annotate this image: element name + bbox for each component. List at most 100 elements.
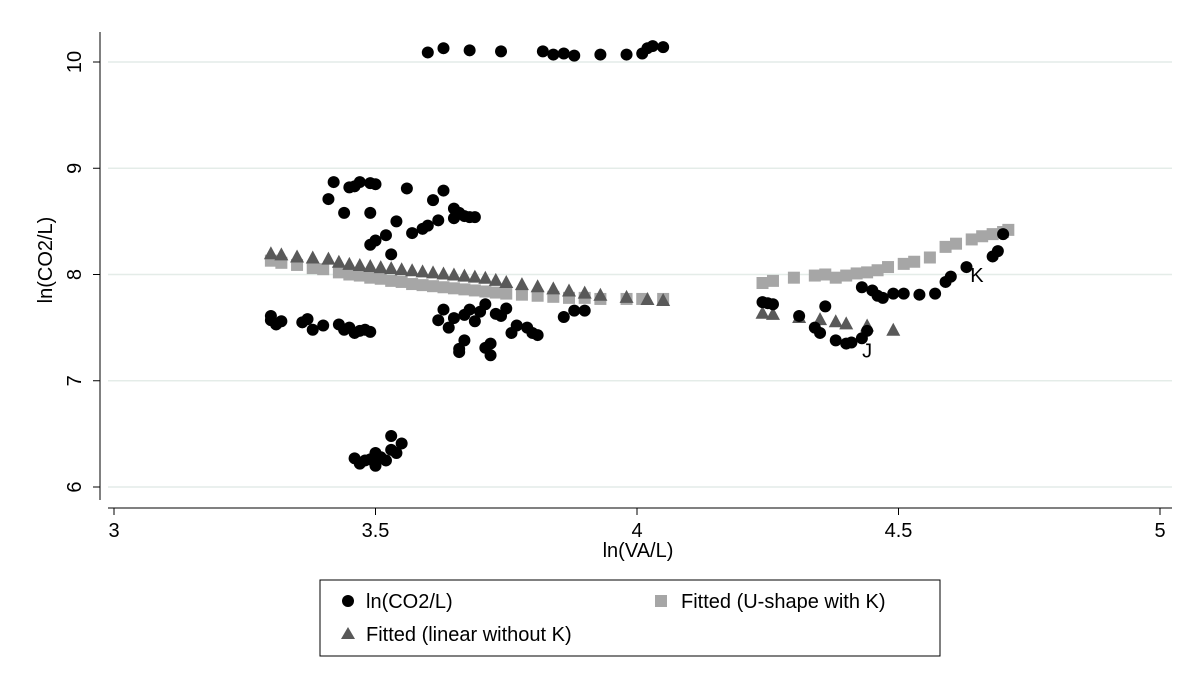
annotation-label: K [970,265,984,287]
point-fitted-linear [577,285,592,299]
point-fitted-ushape [489,286,502,299]
axes [99,32,1172,509]
point-fitted-linear [342,256,357,270]
point-observed [819,300,832,313]
x-tick-label: 4.5 [885,520,913,542]
point-fitted-ushape [306,262,319,275]
point-fitted-ushape [364,271,377,284]
legend-label-ushape: Fitted (U-shape with K) [681,591,886,613]
point-observed [484,349,497,362]
point-fitted-ushape [897,257,910,270]
y-axis-label: ln(CO2/L) [35,217,57,304]
point-fitted-linear [415,264,430,278]
y-tick-label: 9 [64,163,86,174]
point-observed [364,206,377,219]
point-observed [275,315,288,328]
tick-marks: 6 7 8 9 10 3 3.5 4 4.5 5 [64,51,1166,542]
point-fitted-ushape [965,233,978,246]
point-observed [495,45,508,58]
point-observed [427,194,440,207]
point-fitted-linear [546,281,561,295]
point-fitted-ushape [766,274,779,287]
annotations: JK [862,265,984,362]
point-observed [468,211,481,224]
point-fitted-ushape [986,228,999,241]
point-fitted-ushape [500,287,513,300]
point-observed [897,287,910,300]
point-observed [960,261,973,274]
point-fitted-linear [394,262,409,276]
point-fitted-ushape [479,285,492,298]
point-fitted-ushape [332,266,345,279]
point-fitted-ushape [861,266,874,279]
x-tick-label: 3.5 [362,520,390,542]
point-observed [557,311,570,323]
point-fitted-ushape [447,282,460,295]
point-observed [317,319,330,332]
point-observed [364,325,377,338]
point-observed [913,288,926,301]
point-observed [887,287,900,300]
point-observed [385,248,398,261]
point-observed [594,48,607,61]
point-fitted-linear [656,293,671,306]
legend-marker-circle-icon [342,595,354,607]
point-observed [547,48,560,61]
point-fitted-ushape [908,255,921,268]
x-tick-label: 4 [631,520,642,542]
point-fitted-linear [514,277,529,291]
point-fitted-ushape [882,261,895,274]
point-observed [453,346,466,359]
point-fitted-linear [530,279,545,293]
point-observed [944,270,957,283]
point-fitted-linear [640,291,655,305]
point-fitted-linear [426,265,441,279]
data-points [263,40,1015,472]
point-observed [479,298,492,311]
point-observed [306,323,319,336]
point-observed [421,219,434,232]
point-observed [458,334,471,347]
point-observed [432,314,445,327]
series-triangle [263,246,901,336]
point-observed [929,287,942,300]
point-fitted-linear [363,259,378,272]
point-observed [463,44,476,57]
point-fitted-ushape [458,283,471,296]
point-observed [500,302,513,315]
point-fitted-linear [619,289,634,303]
point-fitted-ushape [385,274,398,287]
point-fitted-ushape [468,284,481,297]
point-fitted-linear [263,246,278,260]
point-fitted-linear [478,270,493,284]
point-observed [390,447,403,459]
point-fitted-linear [839,316,854,330]
point-observed [353,176,366,189]
point-fitted-linear [446,267,461,281]
point-fitted-ushape [374,272,387,285]
point-observed [447,312,460,325]
point-fitted-ushape [353,269,366,282]
point-fitted-ushape [787,271,800,284]
point-fitted-linear [467,269,482,283]
point-observed [536,45,549,58]
point-observed [442,321,455,334]
point-fitted-linear [813,312,828,326]
point-fitted-ushape [395,275,408,288]
legend-label-observed: ln(CO2/L) [366,591,453,613]
y-tick-label: 7 [64,375,86,386]
point-fitted-linear [321,251,336,265]
point-observed [463,303,476,316]
point-fitted-linear [499,274,514,288]
point-observed [301,313,314,326]
point-observed [814,326,827,339]
point-observed [437,184,450,197]
point-observed [646,40,659,53]
legend-label-linear: Fitted (linear without K) [366,624,572,646]
point-observed [395,437,408,450]
point-observed [568,304,581,317]
legend-marker-triangle-icon [341,627,355,639]
point-fitted-ushape [531,289,544,302]
point-observed [855,281,868,294]
point-fitted-ushape [416,279,429,292]
